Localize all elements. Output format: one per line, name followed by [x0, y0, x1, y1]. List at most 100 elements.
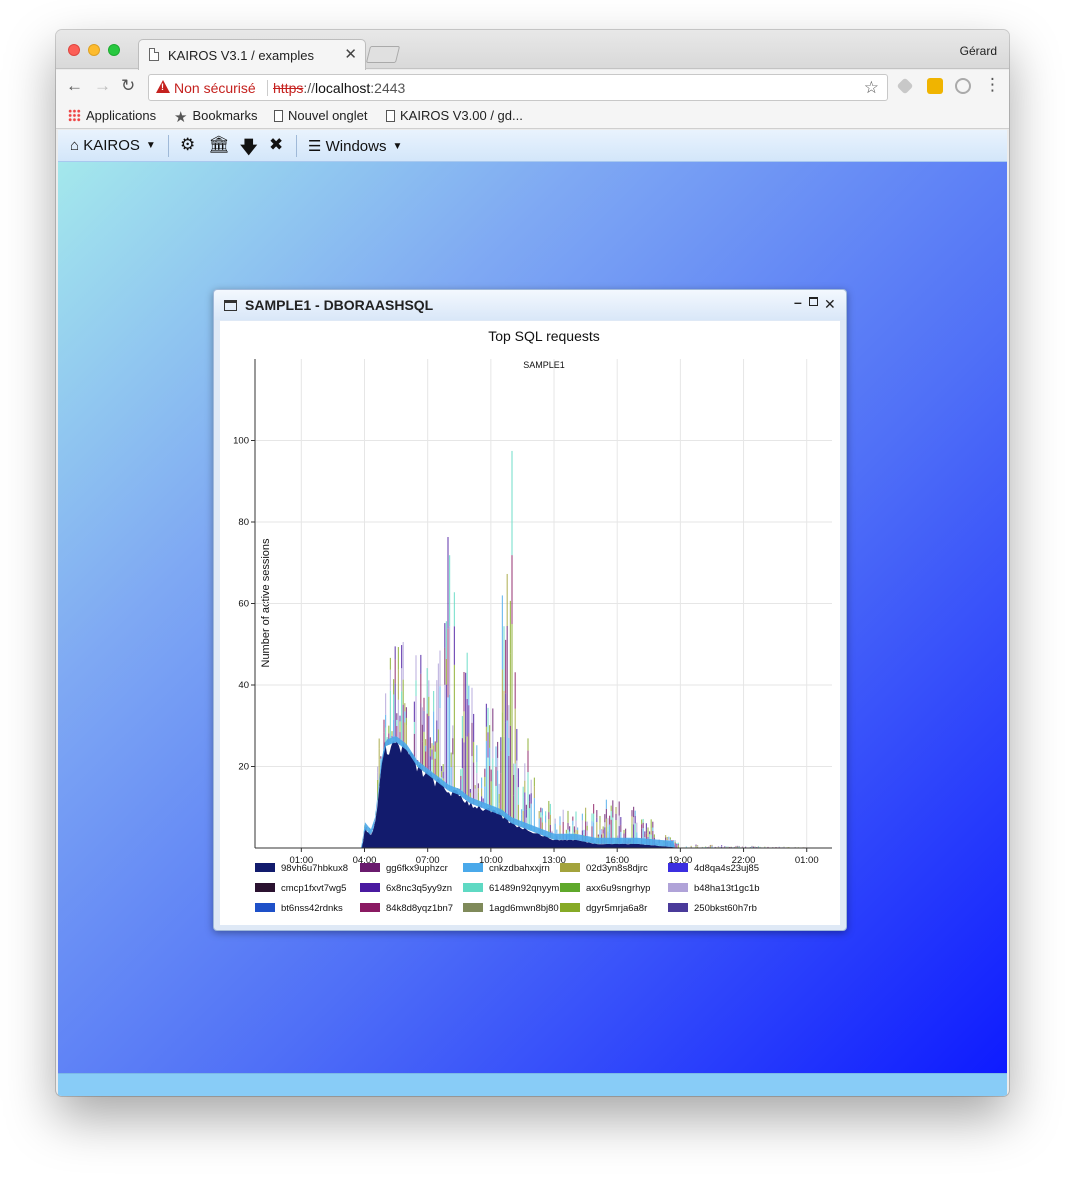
- page-icon: [149, 48, 159, 61]
- reload-icon[interactable]: ↻: [121, 76, 136, 95]
- legend-label: bt6nss42rdnks: [281, 903, 343, 914]
- close-all-icon[interactable]: ✖: [269, 135, 284, 154]
- chart-window-titlebar[interactable]: SAMPLE1 - DBORAASHSQL – ✕: [214, 290, 846, 320]
- series-area-cnkzdbahxxjrn: [255, 736, 832, 848]
- chart-panel: Top SQL requests SAMPLE1 Number of activ…: [220, 321, 840, 925]
- page-icon: [386, 110, 395, 122]
- maximize-icon[interactable]: [809, 297, 818, 306]
- bookmark-new-tab[interactable]: Nouvel onglet: [274, 108, 368, 123]
- url-host: localhost: [315, 80, 371, 96]
- y-tick-label: 40: [238, 680, 249, 691]
- windows-menu-label: Windows: [325, 138, 387, 155]
- legend-label: 250bkst60h7rb: [694, 903, 757, 914]
- address-bar[interactable]: Non sécurisé https://localhost:2443 ☆: [148, 74, 888, 101]
- url-text[interactable]: https://localhost:2443: [273, 80, 405, 96]
- forward-arrow-icon[interactable]: →: [94, 76, 111, 95]
- axes: 01:00 04:00 07:00 10:00 13:00 16:00 19:00 22:00…: [233, 359, 832, 866]
- y-tick-label: 100: [233, 436, 249, 447]
- drive-extension-icon[interactable]: [896, 77, 914, 95]
- url-scheme: https: [273, 80, 304, 96]
- close-icon[interactable]: ✕: [824, 296, 836, 312]
- chart-window[interactable]: SAMPLE1 - DBORAASHSQL – ✕ Top SQL reques…: [213, 289, 847, 931]
- legend-label: cmcp1fxvt7wg5: [281, 883, 346, 894]
- y-tick-label: 20: [238, 762, 249, 773]
- page-icon: [274, 110, 283, 122]
- legend-swatch: [255, 883, 275, 892]
- bookmark-kairos[interactable]: KAIROS V3.00 / gd...: [386, 108, 523, 123]
- app-menubar: ⌂ KAIROS ▼ ⚙ 🏛 🡇 ✖ ☰ Windows ▼: [58, 130, 1007, 162]
- window-icon: [224, 300, 237, 311]
- security-label[interactable]: Non sécurisé: [174, 80, 256, 96]
- compass-extension-icon[interactable]: [955, 78, 971, 94]
- legend-label: axx6u9sngrhyp: [586, 883, 650, 894]
- x-tick-label: 01:00: [795, 855, 819, 866]
- window-close-button[interactable]: [68, 44, 80, 56]
- legend-swatch: [560, 903, 580, 912]
- tab-close-icon[interactable]: ✕: [344, 46, 357, 63]
- y-tick-label: 80: [238, 517, 249, 528]
- legend-swatch: [668, 883, 688, 892]
- legend-label: b48ha13t1gc1b: [694, 883, 760, 894]
- home-menu-label: KAIROS: [83, 137, 140, 154]
- windows-menu[interactable]: ☰ Windows ▼: [308, 137, 402, 155]
- gear-icon[interactable]: ⚙: [180, 135, 196, 154]
- tab-title: KAIROS V3.1 / examples: [168, 48, 314, 63]
- browser-window: KAIROS V3.1 / examples ✕ Gérard ← → ↻ No…: [56, 30, 1009, 1096]
- list-icon: ☰: [308, 138, 322, 155]
- legend-swatch: [255, 903, 275, 912]
- tab-strip: KAIROS V3.1 / examples ✕ Gérard: [56, 30, 1009, 70]
- bookmark-label: Bookmarks: [192, 108, 258, 123]
- legend-label: 84k8d8yqz1bn7: [386, 903, 453, 914]
- bookmark-bookmarks[interactable]: ★ Bookmarks: [174, 108, 257, 126]
- home-icon: ⌂: [70, 137, 80, 154]
- window-zoom-button[interactable]: [108, 44, 120, 56]
- url-separator: ://: [303, 80, 316, 96]
- legend-swatch: [360, 903, 380, 912]
- legend-swatch: [560, 883, 580, 892]
- new-tab-button[interactable]: [365, 46, 401, 63]
- x-tick-label: 19:00: [668, 855, 692, 866]
- star-icon: ★: [174, 109, 188, 126]
- legend-swatch: [360, 883, 380, 892]
- bookmark-star-icon[interactable]: ☆: [863, 78, 879, 97]
- legend-swatch: [560, 863, 580, 872]
- app-desktop: SAMPLE1 - DBORAASHSQL – ✕ Top SQL reques…: [58, 162, 1007, 1073]
- bookmark-applications[interactable]: Applications: [68, 108, 156, 123]
- y-axis-label: Number of active sessions: [260, 538, 272, 667]
- bank-icon[interactable]: 🏛: [208, 135, 230, 154]
- legend-label: dgyr5mrja6a8r: [586, 903, 647, 914]
- home-menu[interactable]: ⌂ KAIROS ▼: [70, 137, 156, 154]
- menubar-divider: [168, 135, 169, 157]
- legend-swatch: [463, 883, 483, 892]
- legend-label: gg6fkx9uphzcr: [386, 863, 448, 874]
- x-tick-label: 22:00: [732, 855, 756, 866]
- legend-label: 02d3yn8s8djrc: [586, 863, 648, 874]
- url-port: :2443: [370, 80, 406, 96]
- bookmark-label: KAIROS V3.00 / gd...: [400, 108, 523, 123]
- x-tick-label: 10:00: [479, 855, 503, 866]
- arrow-down-icon[interactable]: 🡇: [240, 138, 258, 157]
- x-tick-label: 16:00: [605, 855, 629, 866]
- window-minimize-button[interactable]: [88, 44, 100, 56]
- minimize-icon[interactable]: –: [794, 294, 802, 310]
- back-arrow-icon[interactable]: ←: [66, 76, 83, 95]
- browser-menu-icon[interactable]: ⋮: [984, 75, 1001, 94]
- bookmark-label: Nouvel onglet: [288, 108, 368, 123]
- lock-extension-icon[interactable]: [927, 78, 943, 94]
- apps-grid-icon: [68, 109, 81, 122]
- x-tick-label: 07:00: [416, 855, 440, 866]
- warning-icon: [156, 80, 170, 93]
- profile-name[interactable]: Gérard: [959, 44, 997, 58]
- legend-swatch: [360, 863, 380, 872]
- chart-title: Top SQL requests: [488, 328, 600, 344]
- legend-swatch: [255, 863, 275, 872]
- series-area-98vh6u7hbkux8: [255, 740, 832, 848]
- x-tick-label: 01:00: [289, 855, 313, 866]
- menubar-divider: [296, 135, 297, 157]
- legend-label: cnkzdbahxxjrn: [489, 863, 550, 874]
- browser-toolbar: ← → ↻ Non sécurisé https://localhost:244…: [56, 70, 1009, 104]
- page-viewport: ⌂ KAIROS ▼ ⚙ 🏛 🡇 ✖ ☰ Windows ▼ SAMPLE1 - D…: [58, 130, 1007, 1096]
- caret-down-icon: ▼: [145, 140, 156, 151]
- legend-swatch: [463, 903, 483, 912]
- browser-tab-active[interactable]: KAIROS V3.1 / examples ✕: [138, 39, 366, 70]
